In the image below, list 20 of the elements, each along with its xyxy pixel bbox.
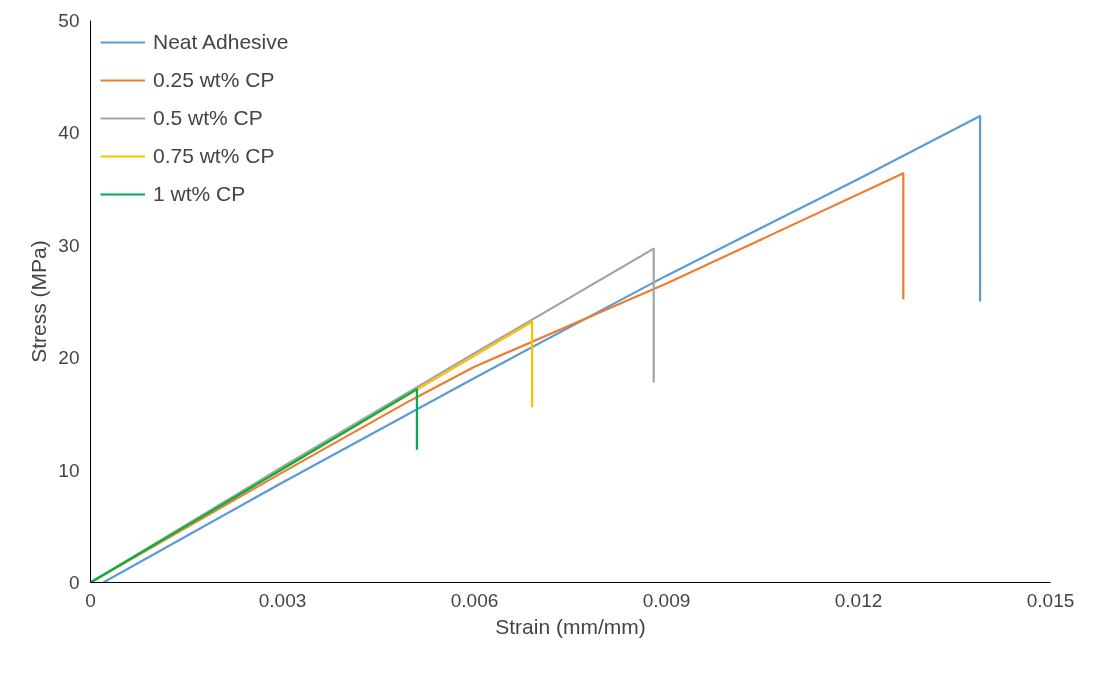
legend-label: 1 wt% CP: [153, 182, 246, 206]
y-axis-title: Stress (MPa): [27, 240, 51, 363]
legend-label: 0.75 wt% CP: [153, 144, 275, 168]
y-tick-label: 0: [68, 572, 80, 593]
legend-label: 0.5 wt% CP: [153, 106, 263, 130]
y-tick-label: 40: [58, 122, 80, 144]
x-tick-label: 0.012: [834, 589, 883, 611]
x-tick-label: 0.009: [642, 589, 691, 611]
y-tick-label: 30: [58, 234, 80, 256]
y-tick-label: 50: [58, 10, 80, 31]
legend-label: Neat Adhesive: [153, 30, 289, 54]
y-tick-label: 20: [58, 347, 80, 369]
x-axis-title: Strain (mm/mm): [495, 614, 646, 638]
x-tick-label: 0.015: [1026, 589, 1075, 611]
x-tick-label: 0.006: [450, 589, 499, 611]
y-tick-label: 10: [58, 459, 80, 481]
line-series: [90, 388, 418, 583]
x-tick-label: 0.003: [258, 589, 307, 611]
legend-label: 0.25 wt% CP: [153, 68, 275, 92]
x-tick-label: 0: [85, 589, 96, 611]
